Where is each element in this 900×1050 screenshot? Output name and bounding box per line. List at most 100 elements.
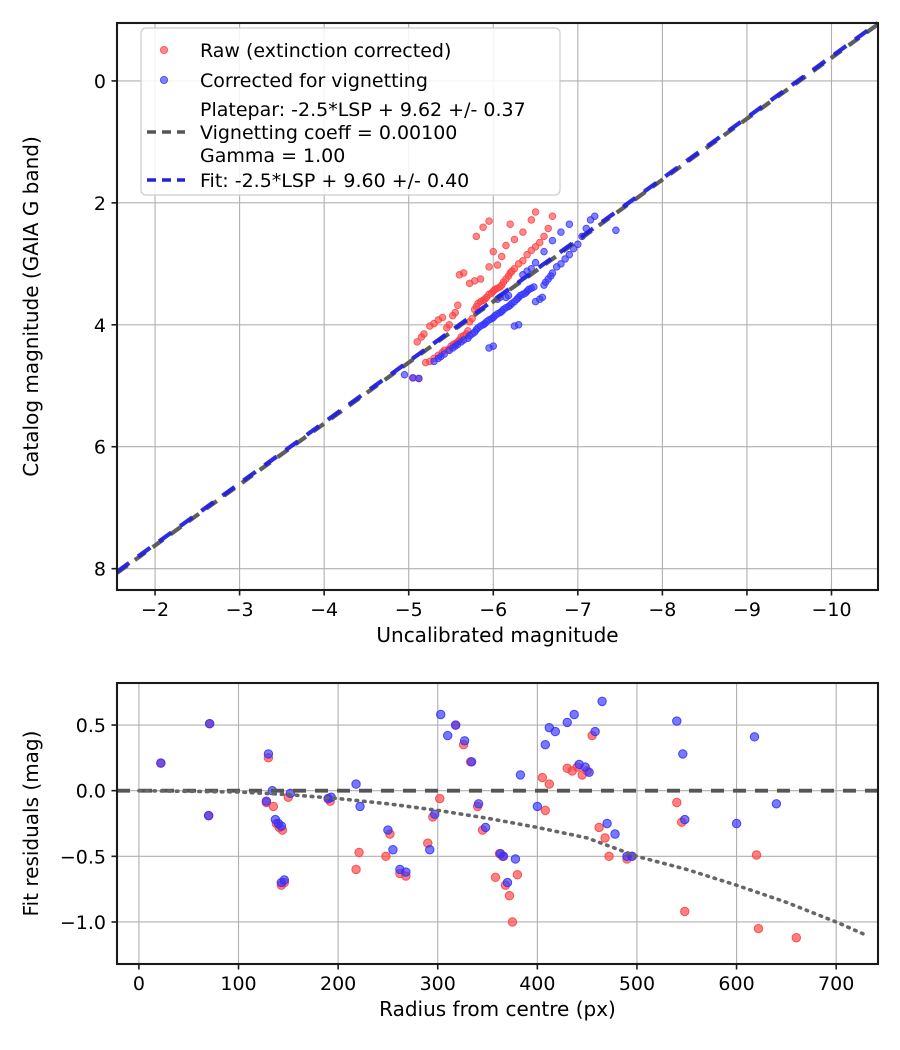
scatter-point <box>540 232 548 241</box>
scatter-point <box>421 358 430 367</box>
residual-point <box>550 726 560 737</box>
residual-point <box>459 736 470 746</box>
residual-point <box>749 732 760 742</box>
residual-point <box>502 877 513 888</box>
ytick-label-bottom: 0.0 <box>76 781 106 803</box>
residual-point <box>425 845 435 855</box>
residual-point <box>604 851 614 862</box>
residual-point <box>512 870 523 880</box>
bottom-yaxis-label: Fit residuals (mag) <box>19 731 43 917</box>
scatter-point <box>514 321 523 329</box>
residual-point <box>276 877 287 888</box>
xtick-label-top: −8 <box>648 599 676 621</box>
residual-point <box>569 709 579 720</box>
scatter-point <box>400 371 409 379</box>
residual-point <box>672 797 682 808</box>
scatter-point <box>479 223 487 231</box>
scatter-point <box>454 301 462 310</box>
residual-point <box>540 805 551 816</box>
residual-point <box>507 917 518 927</box>
top-xaxis-label: Uncalibrated magnitude <box>376 623 618 647</box>
bottom-plot-frame <box>115 681 880 966</box>
residual-point <box>510 854 521 864</box>
xtick-label-bottom: 700 <box>818 973 854 995</box>
residual-point <box>544 779 554 789</box>
scatter-point <box>544 224 552 233</box>
residual-point <box>276 821 287 831</box>
legend-marker-corrected-icon <box>159 75 169 85</box>
scatter-point <box>548 236 557 245</box>
residual-point <box>268 801 279 812</box>
xtick-label-top: −7 <box>564 599 592 621</box>
residual-point <box>490 872 501 883</box>
xtick-label-top: −2 <box>141 599 169 621</box>
residual-point <box>381 851 391 862</box>
ytick-label-bottom: −1.0 <box>60 912 106 934</box>
legend-label-fit: Fit: -2.5*LSP + 9.60 +/- 0.40 <box>200 170 469 192</box>
residual-point <box>602 818 612 829</box>
xtick-label-top: −3 <box>226 599 254 621</box>
legend-label-platepar: Platepar: -2.5*LSP + 9.62 +/- 0.37 <box>200 99 526 121</box>
scatter-point <box>531 208 540 216</box>
ytick-label-bottom: −0.5 <box>60 846 106 868</box>
xtick-label-bottom: 500 <box>619 973 655 995</box>
scatter-point <box>417 333 426 341</box>
legend-label-raw: Raw (extinction corrected) <box>200 40 451 62</box>
scatter-point <box>502 241 510 250</box>
residual-point <box>383 825 393 835</box>
top-plot-frame <box>115 21 880 592</box>
xtick-label-bottom: 100 <box>220 973 256 995</box>
scatter-point <box>519 228 527 236</box>
residual-point <box>351 864 361 875</box>
residual-point <box>203 810 214 821</box>
scatter-point <box>504 291 513 300</box>
scatter-point <box>565 250 574 259</box>
ytick-label-top: 4 <box>94 315 106 337</box>
scatter-point <box>409 374 417 382</box>
residual-point <box>204 719 215 729</box>
scatter-point <box>538 293 547 302</box>
residual-point <box>672 716 682 726</box>
scatter-point <box>445 321 454 329</box>
scatter-point <box>565 220 574 228</box>
residual-point <box>600 833 610 843</box>
legend-label-vignetting-coeff: Vignetting coeff = 0.00100 <box>200 122 457 144</box>
scatter-point <box>459 269 468 277</box>
legend: Raw (extinction corrected) Corrected for … <box>140 27 561 196</box>
residual-point <box>263 749 274 759</box>
residual-point <box>436 709 446 720</box>
xtick-label-bottom: 200 <box>320 973 356 995</box>
scatter-point <box>527 216 536 224</box>
residual-point <box>680 814 690 825</box>
scatter-point <box>612 226 620 235</box>
residual-point <box>504 891 515 901</box>
scatter-point <box>489 342 498 350</box>
residual-point <box>590 726 600 737</box>
scatter-point <box>448 344 457 352</box>
xtick-label-top: −9 <box>733 599 761 621</box>
scatter-point <box>468 314 476 323</box>
top-panel: −2 −3 −4 −5 −6 −7 −8 −9 −10 0 2 4 6 8 Uncalibrated mag… <box>19 21 880 647</box>
scatter-point <box>485 217 493 225</box>
scatter-point <box>476 275 485 283</box>
xtick-label-bottom: 400 <box>519 973 555 995</box>
xtick-label-top: −5 <box>395 599 423 621</box>
residual-point <box>355 801 365 812</box>
residual-point <box>537 772 548 783</box>
residual-point <box>430 809 440 820</box>
residual-point <box>443 730 453 741</box>
xtick-label-top: −10 <box>811 599 851 621</box>
scatter-point <box>548 269 557 277</box>
scatter-point <box>506 220 514 228</box>
scatter-point <box>519 257 527 265</box>
ytick-label-top: 8 <box>94 559 106 581</box>
ytick-label-top: 2 <box>94 193 106 215</box>
residual-point <box>594 822 604 833</box>
scatter-point <box>557 228 565 236</box>
residual-point <box>731 818 742 829</box>
ytick-label-top: 6 <box>94 437 106 459</box>
scatter-point <box>590 212 599 221</box>
xtick-label-top: −4 <box>310 599 338 621</box>
top-yaxis-label: Catalog magnitude (GAIA G band) <box>19 136 43 477</box>
